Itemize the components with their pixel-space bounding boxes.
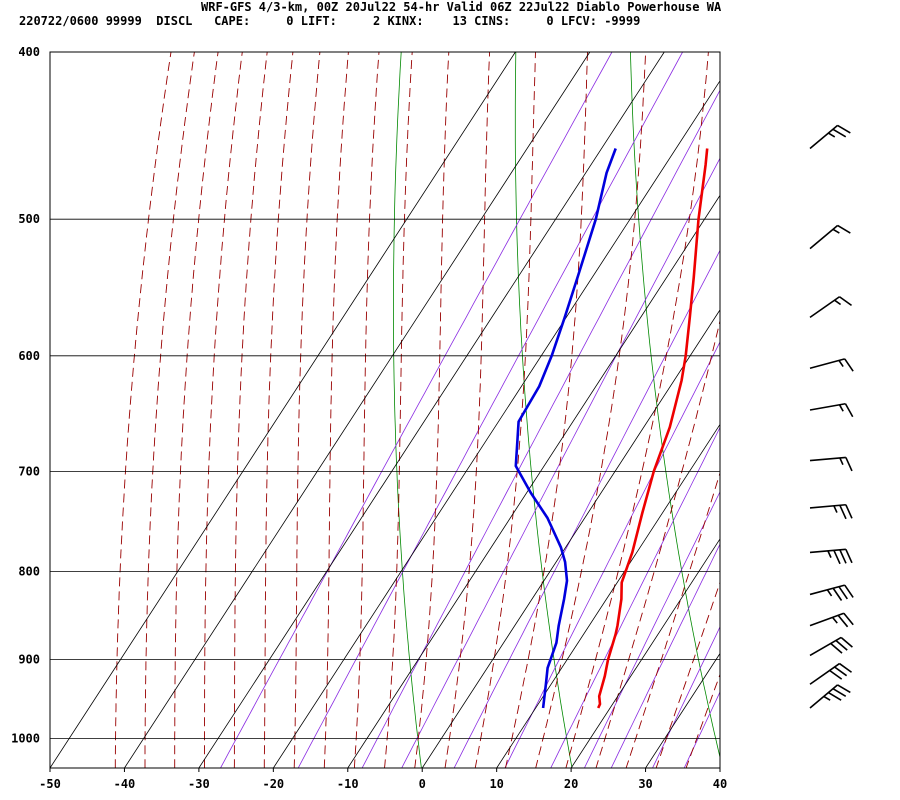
moist-adiabat xyxy=(505,52,588,768)
moist-adiabat xyxy=(625,471,720,768)
wind-barb xyxy=(809,684,851,709)
wind-barb xyxy=(809,503,853,520)
moist-adiabat xyxy=(204,52,243,768)
x-tick-label: -40 xyxy=(114,777,136,791)
dry-adiabat xyxy=(629,52,720,760)
mixing-ratio-line xyxy=(550,426,720,768)
wind-barb xyxy=(809,612,854,628)
moist-adiabat xyxy=(263,52,294,768)
moist-adiabat xyxy=(384,52,413,768)
mixing-ratio-line xyxy=(361,89,720,768)
moist-adiabat xyxy=(474,52,536,768)
moist-adiabat xyxy=(114,52,172,768)
isotherm--50 xyxy=(49,51,516,769)
wind-barb xyxy=(809,296,853,319)
chart-subtitle-indices: 220722/0600 99999 DISCL CAPE: 0 LIFT: 2 … xyxy=(19,14,641,28)
moist-adiabat xyxy=(144,52,195,768)
isotherm--30 xyxy=(198,51,665,769)
isotherm-0 xyxy=(421,309,721,769)
wind-barb xyxy=(809,636,853,657)
wind-barb xyxy=(809,548,853,565)
plot-frame xyxy=(49,51,721,769)
dry-adiabat xyxy=(743,14,878,783)
wind-barb xyxy=(809,124,851,150)
y-tick-label: 400 xyxy=(18,45,40,59)
dry-adiabat xyxy=(514,52,573,768)
y-tick-label: 700 xyxy=(18,464,40,478)
x-tick-label: 20 xyxy=(564,777,578,791)
y-tick-label: 500 xyxy=(18,212,40,226)
moist-adiabat xyxy=(293,52,321,768)
mixing-ratio-line xyxy=(583,490,720,768)
isotherm-30 xyxy=(645,653,721,769)
isotherm--20 xyxy=(272,80,721,769)
wind-barb xyxy=(809,358,854,372)
moist-adiabat xyxy=(323,52,349,768)
x-tick-label: -50 xyxy=(39,777,61,791)
y-tick-label: 1000 xyxy=(11,732,40,746)
isotherm-10 xyxy=(496,424,721,769)
moist-adiabat xyxy=(685,673,720,768)
moist-adiabat xyxy=(595,318,720,768)
mixing-ratio-line xyxy=(504,341,720,768)
tick-labels: 400 500 600 700 800 900 1000 -50 -40 -30 -20 -10 0 10… xyxy=(11,45,727,791)
mixing-ratio-line xyxy=(652,625,720,768)
x-tick-label: -10 xyxy=(337,777,359,791)
wind-barb xyxy=(809,662,853,685)
isotherm-20 xyxy=(570,538,721,769)
moist-adiabat xyxy=(535,52,647,768)
background-lines xyxy=(114,14,900,783)
x-tick-label: 30 xyxy=(638,777,652,791)
grid xyxy=(49,51,721,769)
chart-title: WRF-GFS 4/3-km, 00Z 20Jul22 54-hr Valid … xyxy=(201,0,722,14)
isotherm--40 xyxy=(124,51,591,769)
moist-adiabat xyxy=(353,52,380,768)
moist-adiabat xyxy=(655,581,720,768)
mixing-ratio-line xyxy=(220,52,613,768)
mixing-ratio-line xyxy=(683,691,720,768)
moist-adiabat xyxy=(414,52,450,768)
dry-adiabat xyxy=(392,52,422,768)
dry-adiabat xyxy=(855,14,900,783)
moist-adiabat xyxy=(174,52,219,768)
mixing-ratio-line xyxy=(453,249,720,768)
moist-adiabat xyxy=(444,52,491,768)
mixing-ratio-line xyxy=(610,543,720,768)
x-tick-label: -20 xyxy=(262,777,284,791)
mixing-ratio-line xyxy=(714,14,900,783)
x-tick-label: 10 xyxy=(489,777,503,791)
x-tick-label: 0 xyxy=(419,777,426,791)
y-tick-label: 600 xyxy=(18,349,40,363)
isotherm--10 xyxy=(347,195,721,769)
wind-barb xyxy=(809,456,853,472)
x-tick-label: 40 xyxy=(713,777,727,791)
wind-barbs xyxy=(809,124,854,709)
y-tick-label: 800 xyxy=(18,564,40,578)
moist-adiabat xyxy=(233,52,268,768)
wind-barb xyxy=(809,224,851,250)
dewpoint-profile xyxy=(514,148,617,709)
wind-barb xyxy=(809,584,854,601)
y-tick-label: 900 xyxy=(18,653,40,667)
temperature-profile xyxy=(597,148,709,709)
profiles xyxy=(514,148,709,709)
mixing-ratio-line xyxy=(401,157,720,768)
x-tick-label: -30 xyxy=(188,777,210,791)
moist-adiabat xyxy=(565,52,709,768)
wind-barb xyxy=(809,402,854,418)
